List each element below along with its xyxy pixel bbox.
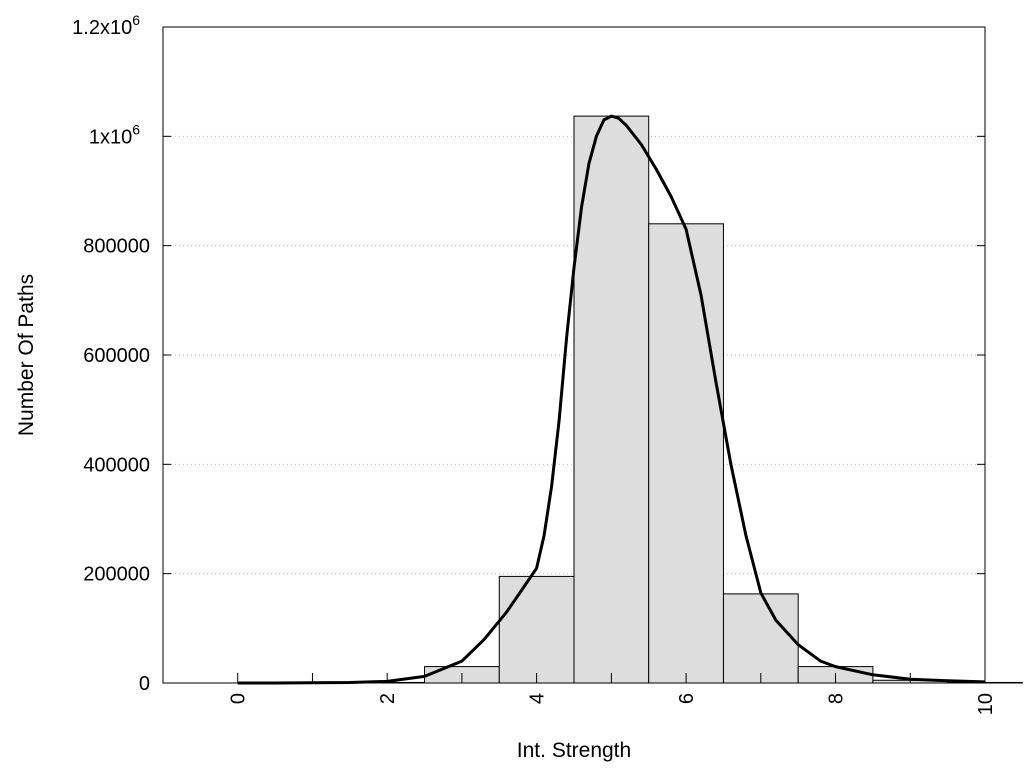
histogram-bar: [498, 575, 575, 684]
histogram-bar: [648, 223, 724, 684]
axis-ticks: [163, 26, 986, 684]
y-tick-exponent: 6: [132, 121, 140, 137]
histogram-bar: [573, 115, 650, 684]
grid-lines: [163, 135, 985, 575]
y-tick-label: 1.2x106: [72, 12, 140, 39]
y-tick-label: 400000: [83, 454, 150, 476]
x-tick-label: 10: [975, 693, 997, 715]
y-tick-label: 600000: [83, 345, 150, 367]
fit-curve-layer: [237, 114, 986, 685]
x-tick-label: 2: [377, 693, 399, 704]
x-tick-label: 6: [676, 693, 698, 704]
histogram-bars: [349, 115, 1023, 684]
x-tick-label: 4: [527, 693, 549, 704]
x-tick-label: 0: [228, 693, 250, 704]
y-tick-label: 0: [139, 673, 150, 695]
y-tick-exponent: 6: [132, 12, 140, 28]
x-tick-labels: 0 2 4 6 8 10: [228, 693, 997, 715]
fit-curve: [237, 114, 986, 685]
y-tick-labels: 0 200000 400000 600000 800000 1x106 1.2x106: [72, 12, 150, 695]
x-axis-title: Int. Strength: [517, 739, 631, 762]
histogram-bar: [722, 593, 799, 684]
y-tick-label: 800000: [83, 236, 150, 258]
x-tick-label: 8: [826, 693, 848, 704]
y-tick-label: 1x106: [89, 121, 140, 148]
y-tick-label: 200000: [83, 564, 150, 586]
y-axis-title: Number Of Paths: [15, 274, 38, 436]
